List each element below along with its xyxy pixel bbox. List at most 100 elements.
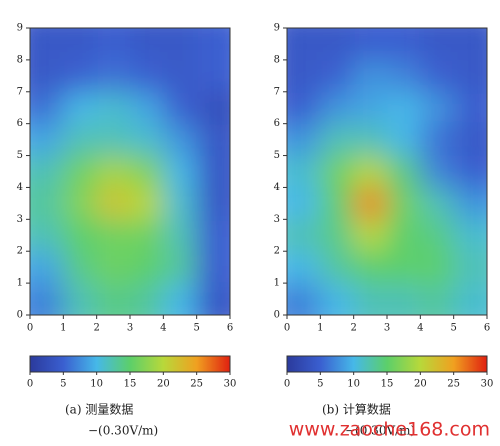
y-tick-label: 7 — [17, 86, 23, 97]
heatmap-cell — [96, 123, 130, 156]
heatmap-cell — [453, 187, 487, 220]
heatmap-cell — [353, 91, 387, 124]
caption: (b) 计算数据 — [322, 402, 391, 417]
heatmap-cell — [196, 155, 230, 188]
y-tick-label: 3 — [17, 214, 23, 225]
y-tick-label: 1 — [17, 278, 23, 289]
y-tick-label: 1 — [274, 278, 280, 289]
heatmap-cell — [196, 251, 230, 284]
heatmap-cell — [163, 28, 197, 60]
y-tick-label: 5 — [274, 150, 280, 161]
heatmap-cell — [420, 219, 454, 252]
x-tick-label: 3 — [384, 323, 390, 334]
heatmap-cell — [453, 91, 487, 124]
heatmap-cell — [453, 219, 487, 252]
unit-label: −(0.30V/m) — [88, 424, 158, 438]
x-tick-label: 1 — [60, 323, 66, 334]
y-tick-label: 6 — [17, 118, 23, 129]
heatmap-cell — [30, 91, 64, 124]
heatmap-cell — [353, 28, 387, 60]
heatmap-cell — [353, 123, 387, 156]
heatmap-cell — [130, 123, 164, 156]
heatmap-cell — [287, 59, 321, 92]
heatmap-cell — [353, 283, 387, 315]
heatmap-cell — [196, 283, 230, 315]
heatmap-cell — [287, 28, 321, 60]
heatmap-cell — [96, 283, 130, 315]
heatmap-cell — [320, 251, 354, 284]
unit-label: −(0.30V/m) — [345, 424, 415, 438]
colorbar-tick-label: 25 — [190, 379, 203, 390]
heatmap-cell — [287, 155, 321, 188]
colorbar-tick-label: 15 — [124, 379, 137, 390]
x-tick-label: 4 — [417, 323, 423, 334]
heatmap-cell — [320, 91, 354, 124]
colorbar-tick-label: 20 — [414, 379, 427, 390]
heatmap-cell — [420, 187, 454, 220]
heatmap-cell — [63, 91, 97, 124]
heatmap-cell — [353, 219, 387, 252]
heatmap-cell — [453, 283, 487, 315]
heatmap-cell — [96, 91, 130, 124]
colorbar-tick-label: 15 — [381, 379, 394, 390]
heatmap-cell — [30, 251, 64, 284]
heatmap-cell — [353, 251, 387, 284]
colorbar-tick-label: 10 — [347, 379, 360, 390]
heatmap-cell — [63, 251, 97, 284]
heatmap-cell — [96, 219, 130, 252]
heatmap-cell — [196, 187, 230, 220]
heatmap-cell — [420, 59, 454, 92]
x-tick-label: 5 — [193, 323, 199, 334]
heatmap-cell — [387, 219, 421, 252]
colorbar-tick-label: 10 — [90, 379, 103, 390]
x-tick-label: 0 — [27, 323, 33, 334]
heatmap-cell — [420, 123, 454, 156]
heatmap-cell — [163, 219, 197, 252]
heatmap-cell — [387, 28, 421, 60]
heatmap-cell — [163, 91, 197, 124]
heatmap-cell — [320, 219, 354, 252]
heatmap-cell — [30, 123, 64, 156]
heatmap-cell — [30, 219, 64, 252]
x-tick-label: 2 — [350, 323, 356, 334]
heatmap-cell — [287, 251, 321, 284]
heatmap-cell — [353, 155, 387, 188]
y-tick-label: 5 — [17, 150, 23, 161]
heatmap-cell — [130, 251, 164, 284]
heatmap-cell — [30, 187, 64, 220]
x-tick-label: 1 — [317, 323, 323, 334]
heatmap-cell — [63, 123, 97, 156]
heatmap-cell — [63, 187, 97, 220]
heatmap-cell — [353, 59, 387, 92]
colorbar-tick-label: 5 — [317, 379, 323, 390]
heatmap-cell — [287, 219, 321, 252]
heatmap-cell — [196, 59, 230, 92]
x-tick-label: 6 — [227, 323, 233, 334]
y-tick-label: 3 — [274, 214, 280, 225]
heatmap-cell — [196, 123, 230, 156]
y-tick-label: 0 — [274, 310, 280, 321]
y-tick-label: 8 — [17, 54, 23, 65]
y-tick-label: 9 — [17, 23, 23, 34]
heatmap-cell — [96, 187, 130, 220]
y-tick-label: 2 — [274, 246, 280, 257]
heatmap-cell — [387, 123, 421, 156]
heatmap-cell — [453, 251, 487, 284]
colorbar-tick-label: 5 — [60, 379, 66, 390]
heatmap-cell — [63, 59, 97, 92]
heatmap-cell — [63, 283, 97, 315]
heatmap-cell — [387, 59, 421, 92]
y-tick-label: 9 — [274, 23, 280, 34]
heatmap-field — [287, 28, 487, 315]
heatmap — [287, 28, 487, 315]
heatmap-cell — [420, 28, 454, 60]
heatmap-cell — [453, 155, 487, 188]
heatmap-cell — [130, 59, 164, 92]
x-tick-label: 2 — [93, 323, 99, 334]
heatmap-cell — [320, 187, 354, 220]
heatmap-cell — [163, 123, 197, 156]
y-tick-label: 6 — [274, 118, 280, 129]
heatmap-cell — [63, 155, 97, 188]
x-tick-label: 0 — [284, 323, 290, 334]
